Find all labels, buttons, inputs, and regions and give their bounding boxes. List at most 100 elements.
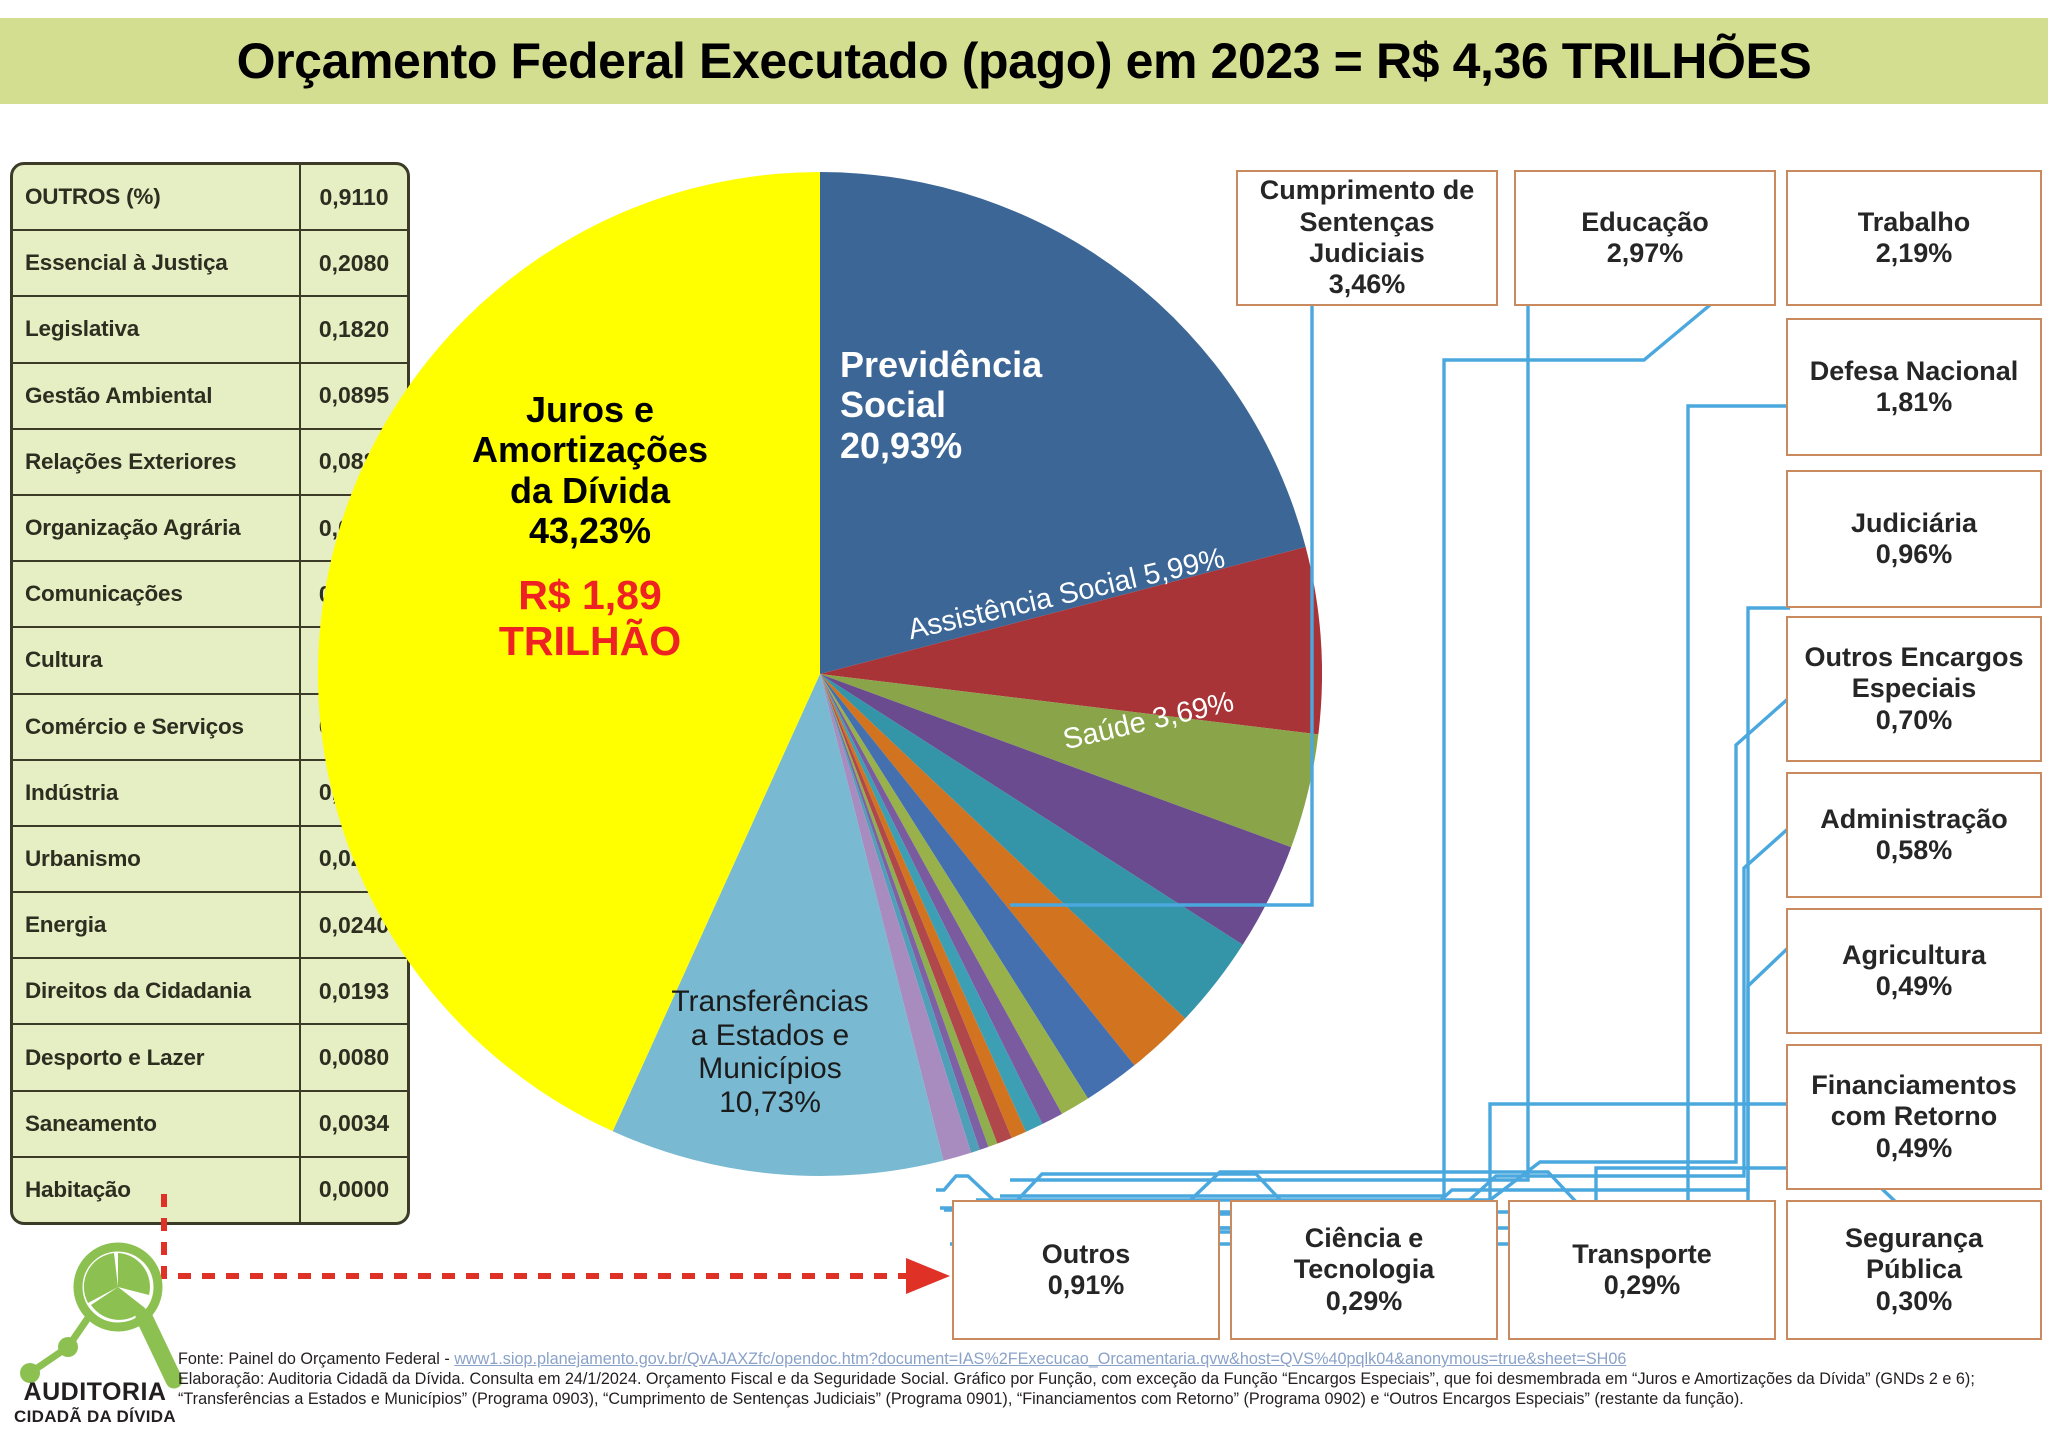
callout-percentage: 0,49% [1875,971,1953,1001]
callout-percentage: 1,81% [1875,387,1953,417]
table-cell-value: 0,9110 [299,165,407,230]
callout-trabalho[interactable]: Trabalho 2,19% [1786,170,2042,306]
table-row: Relações Exteriores 0,0887 [13,429,407,496]
callout-defesa-nacional[interactable]: Defesa Nacional 1,81% [1786,318,2042,456]
table-row: Indústria 0,0446 [13,760,407,827]
callout-text: Defesa Nacional 1,81% [1810,356,2019,419]
transferencias-line1: Transferências [671,985,869,1018]
transferencias-line4: 10,73% [719,1085,821,1119]
others-breakdown-table: OUTROS (%) 0,9110 Essencial à Justiça 0,208… [10,162,410,1225]
callout-ciencia-e-tecnologia[interactable]: Ciência e Tecnologia 0,29% [1230,1200,1498,1340]
table-row: Desporto e Lazer 0,0080 [13,1025,407,1092]
table-cell-label: Relações Exteriores [25,448,237,474]
callout-agricultura[interactable]: Agricultura 0,49% [1786,908,2042,1034]
table-row: Essencial à Justiça 0,2080 [13,231,407,298]
callout-percentage: 2,19% [1875,238,1953,268]
header-band: Orçamento Federal Executado (pago) em 20… [0,18,2048,104]
callout-label-line: Pública [1865,1254,1963,1285]
previdencia-line2: Social [840,384,947,426]
table-cell-value: 0,1820 [299,297,407,362]
callout-label-line: Administração [1820,803,2008,834]
callout-educacao[interactable]: Educação 2,97% [1514,170,1776,306]
callout-label-line: Especiais [1851,673,1977,704]
callout-percentage: 0,91% [1047,1270,1125,1300]
table-row: Energia 0,0240 [13,893,407,960]
callout-label-line: Cumprimento de [1259,175,1475,206]
table-cell-value: 0,2080 [299,231,407,296]
previdencia-line1: Previdência [840,344,1043,385]
callout-text: Segurança Pública 0,30% [1845,1223,1983,1317]
table-cell-label: Energia [25,912,107,938]
pie-slice-label-previdencia: Previdência Social 20,93% [840,344,1140,466]
auditoria-cidada-logo-icon [20,1242,183,1389]
callout-percentage: 0,70% [1875,704,1953,735]
callout-label-line: Defesa Nacional [1809,355,2019,386]
callout-label-line: Sentenças Judiciais [1299,206,1435,268]
callout-label-line: Trabalho [1857,206,1971,237]
table-row: Saneamento 0,0034 [13,1091,407,1158]
logo-line1: AUDITORIA [23,1378,167,1406]
table-row: Organização Agrária 0,0596 [13,495,407,563]
table-cell-value: 0,0524 [299,628,407,693]
callout-text: Trabalho 2,19% [1858,207,1971,270]
table-cell-value: 0,0034 [299,1091,407,1156]
table-row: Gestão Ambiental 0,0895 [13,363,407,430]
callout-percentage: 0,30% [1875,1285,1953,1316]
callout-label-line: Ciência e [1304,1223,1424,1254]
callout-percentage: 0,96% [1875,539,1953,569]
callout-cumprimento-sentencas-judiciais[interactable]: Cumprimento de Sentenças Judiciais 3,46% [1236,170,1498,306]
pie-slice-label-juros: Juros e Amortizações da Dívida 43,23% R$… [425,389,755,665]
table-row: Urbanismo 0,0275 [13,826,407,894]
transferencias-line3: Municípios [698,1052,842,1086]
table-cell-label: Organização Agrária [25,515,241,541]
callout-label-line: Outros [1041,1238,1131,1269]
footer-source-link[interactable]: www1.siop.planejamento.gov.br/QvAJAXZfc/… [454,1350,1627,1368]
previdencia-line3: 20,93% [840,424,963,466]
table-cell-value: 0,0895 [299,363,407,428]
callout-percentage: 0,49% [1875,1132,1953,1163]
juros-line2: Amortizações [471,429,709,471]
table-cell-value: 0,0240 [299,893,407,958]
table-cell-label: Direitos da Cidadania [25,978,251,1004]
table-cell-value: 0,0080 [299,1025,407,1090]
callout-label-line: Educação [1581,206,1709,237]
callout-outros-encargos-especiais[interactable]: Outros Encargos Especiais 0,70% [1786,616,2042,762]
table-row: Habitação 0,0000 [13,1157,407,1222]
juros-money-amount: R$ 1,89 TRILHÃO [425,572,755,665]
callout-judiciaria[interactable]: Judiciária 0,96% [1786,470,2042,608]
transferencias-line2: a Estados e [690,1018,850,1052]
table-row: OUTROS (%) 0,9110 [13,165,407,232]
callout-text: Transporte 0,29% [1572,1239,1712,1302]
table-row: Legislativa 0,1820 [13,297,407,364]
callout-text: Outros Encargos Especiais 0,70% [1804,642,2023,736]
callout-label-line: Judiciária [1850,507,1978,538]
callout-percentage: 0,29% [1325,1285,1403,1316]
table-cell-value: 0,0887 [299,429,407,494]
logo-line2: CIDADÃ DA DÍVIDA [14,1407,176,1426]
callout-label-line: Tecnologia [1293,1254,1435,1285]
table-cell-label: Gestão Ambiental [25,382,213,408]
callout-text: Administração 0,58% [1820,804,2008,867]
table-cell-value: 0,0446 [299,760,407,825]
callout-seguranca-publica[interactable]: Segurança Pública 0,30% [1786,1200,2042,1340]
juros-money-line2: TRILHÃO [498,618,682,665]
callout-outros[interactable]: Outros 0,91% [952,1200,1220,1340]
callout-text: Judiciária 0,96% [1851,508,1977,571]
callout-percentage: 0,29% [1603,1270,1681,1300]
callout-transporte[interactable]: Transporte 0,29% [1508,1200,1776,1340]
callout-label-line: Outros Encargos [1804,642,2024,673]
table-row: Cultura 0,0524 [13,628,407,695]
table-cell-value: 0,0000 [299,1157,407,1222]
outros-link-arrow [161,1194,950,1294]
callout-administracao[interactable]: Administração 0,58% [1786,772,2042,898]
table-row: Comércio e Serviços 0,0477 [13,694,407,761]
pie-slice-label-saude: Saúde 3,69% [1060,685,1237,757]
table-cell-value: 0,0193 [299,959,407,1024]
callout-text: Outros 0,91% [1042,1239,1131,1302]
table-cell-label: Comércio e Serviços [25,713,244,739]
callout-label-line: Transporte [1572,1238,1712,1269]
juros-line4: 43,23% [528,509,652,551]
pie-slice-label-assistencia-social: Assistência Social 5,99% [905,542,1228,647]
callout-financiamentos-com-retorno[interactable]: Financiamentos com Retorno 0,49% [1786,1044,2042,1190]
table-cell-label: Legislativa [25,316,140,342]
